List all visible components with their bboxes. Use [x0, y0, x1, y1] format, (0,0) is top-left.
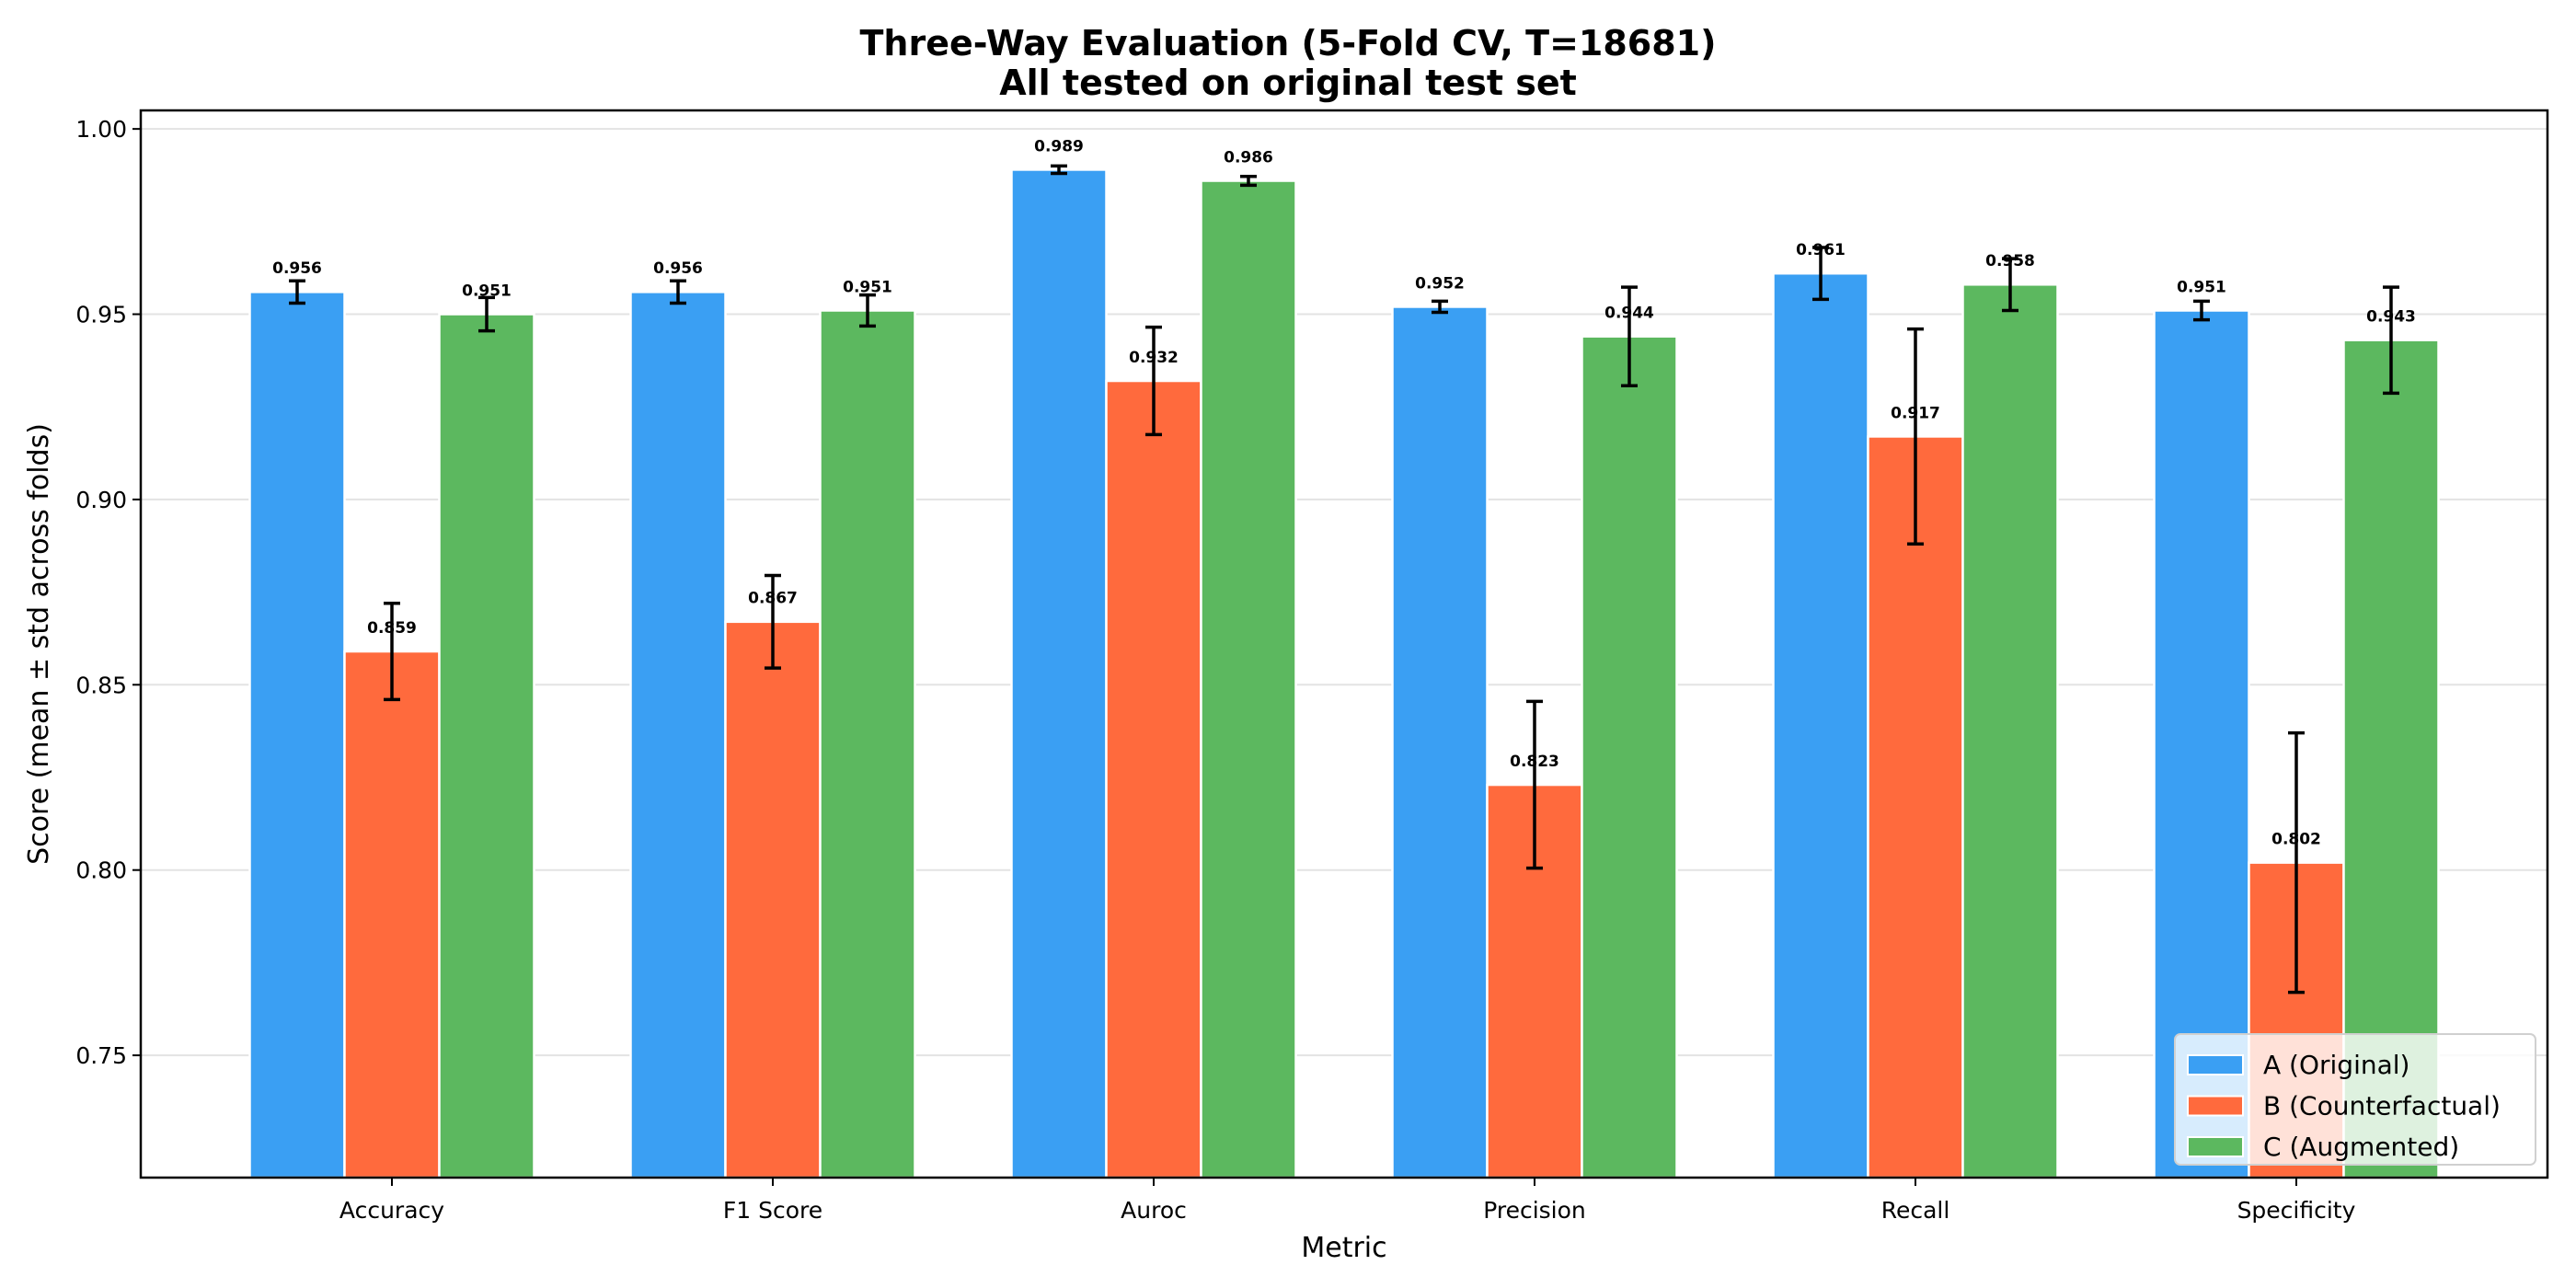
error-bar: [2002, 257, 2018, 313]
bar: [1200, 179, 1297, 1179]
bar: [1961, 283, 2059, 1179]
plot-frame: [139, 109, 2549, 1179]
x-axis-label: Metric: [1301, 1232, 1386, 1264]
y-ticks: 0.75 0.80 0.85 0.90 0.95 1.00: [75, 116, 141, 1069]
x-tick-label: F1 Score: [723, 1197, 822, 1224]
value-label: 0.917: [1891, 404, 1940, 422]
error-bar: [478, 295, 495, 333]
error-bar: [2383, 285, 2399, 396]
error-bar: [1145, 325, 1162, 437]
error-bar: [1621, 285, 1638, 388]
x-tick-label: Precision: [1483, 1197, 1586, 1224]
value-label: 0.823: [1510, 753, 1559, 771]
value-label: 0.956: [653, 259, 703, 278]
y-tick-label: 0.85: [75, 672, 127, 698]
error-bar: [1812, 246, 1829, 302]
value-label: 0.956: [272, 259, 322, 278]
legend-label: B (Counterfactual): [2263, 1091, 2501, 1121]
value-label: 0.961: [1796, 241, 1846, 259]
error-bar: [670, 279, 686, 305]
legend-swatch: [2187, 1054, 2244, 1075]
legend-label: C (Augmented): [2263, 1132, 2459, 1162]
bar: [1391, 305, 1489, 1179]
x-ticks: Accuracy F1 Score Auroc Precision Recall Spec…: [339, 1178, 2356, 1224]
error-bar: [1240, 174, 1257, 188]
bar: [438, 313, 535, 1179]
value-label: 0.944: [1604, 305, 1654, 323]
legend: A (Original) B (Counterfactual) C (Augment…: [2174, 1033, 2536, 1166]
x-tick-label: Recall: [1881, 1197, 1950, 1224]
bars: [248, 168, 2440, 1179]
value-label: 0.986: [1224, 148, 1273, 167]
value-labels: 0.956 0.859 0.951 0.956 0.867 0.951 0.989 0.932…: [272, 137, 2416, 848]
chart-title: Three-Way Evaluation (5-Fold CV, T=18681…: [860, 23, 1717, 63]
value-label: 0.989: [1034, 137, 1084, 155]
legend-label: A (Original): [2263, 1050, 2409, 1080]
bar: [248, 291, 346, 1179]
error-bar: [2288, 730, 2305, 995]
bar: [2153, 309, 2250, 1179]
y-tick-label: 0.95: [75, 302, 127, 328]
bar: [1010, 168, 1108, 1179]
value-label: 0.952: [1415, 274, 1465, 293]
legend-swatch: [2187, 1136, 2244, 1157]
x-tick-label: Accuracy: [339, 1197, 444, 1224]
y-tick-label: 0.75: [75, 1042, 127, 1069]
error-bar: [1432, 299, 1448, 315]
value-label: 0.859: [367, 619, 417, 638]
bar: [724, 620, 822, 1179]
bar: [1581, 335, 1678, 1179]
gridlines: [141, 128, 2547, 1057]
bar: [1105, 379, 1202, 1179]
value-label: 0.943: [2366, 308, 2416, 327]
value-label: 0.951: [2177, 278, 2226, 296]
bar: [629, 291, 727, 1179]
legend-box: [2174, 1033, 2536, 1166]
value-label: 0.951: [462, 282, 512, 300]
value-label: 0.867: [748, 590, 798, 608]
error-bar: [1051, 164, 1067, 176]
x-tick-label: Specificity: [2237, 1197, 2356, 1224]
bar: [1867, 435, 1964, 1179]
error-bar: [859, 293, 876, 328]
y-tick-label: 0.90: [75, 487, 127, 513]
value-label: 0.958: [1985, 252, 2035, 270]
bar: [1772, 271, 1869, 1179]
error-bar: [2193, 299, 2210, 322]
value-label: 0.951: [843, 278, 892, 296]
legend-swatch: [2187, 1095, 2244, 1117]
y-axis-label: Score (mean ± std across folds): [23, 423, 55, 865]
error-bar: [384, 601, 400, 702]
bar: [343, 650, 441, 1179]
value-label: 0.802: [2271, 831, 2321, 849]
error-bar: [765, 573, 781, 670]
y-tick-label: 1.00: [75, 116, 127, 143]
bar: [819, 309, 916, 1179]
y-tick-label: 0.80: [75, 857, 127, 884]
error-bar: [289, 279, 305, 305]
error-bar: [1526, 699, 1543, 870]
error-bar: [1907, 327, 1924, 546]
value-label: 0.932: [1129, 349, 1179, 367]
chart-subtitle: All tested on original test set: [999, 63, 1577, 103]
error-bars: [289, 164, 2399, 995]
x-tick-label: Auroc: [1121, 1197, 1187, 1224]
